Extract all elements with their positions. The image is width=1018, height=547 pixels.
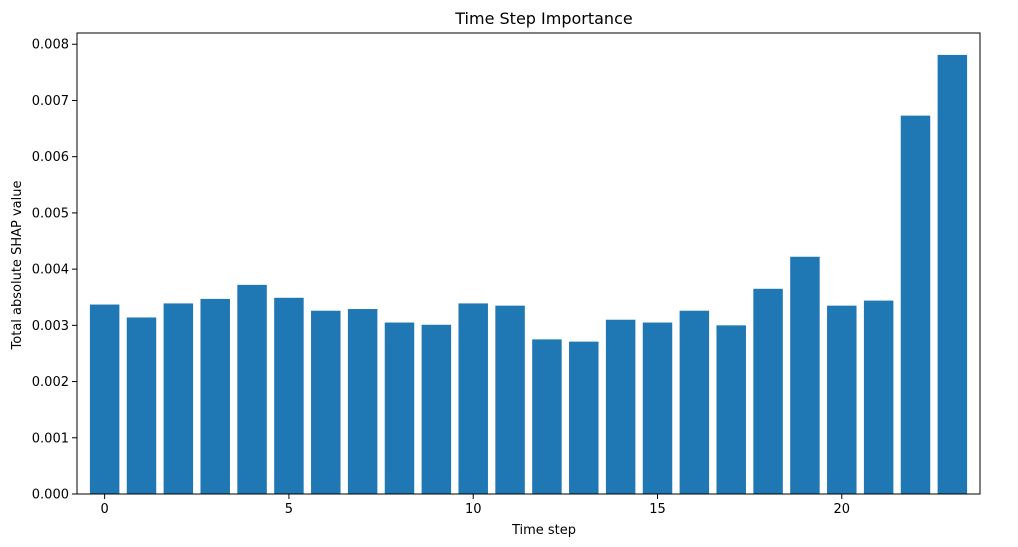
y-tick-label: 0.006	[32, 150, 69, 165]
bar-timestep-1	[126, 317, 157, 494]
y-tick-label: 0.000	[32, 488, 69, 503]
x-tick-label: 5	[285, 502, 293, 517]
y-tick-label: 0.007	[32, 94, 69, 109]
bar-timestep-9	[421, 324, 452, 494]
bar-timestep-17	[716, 325, 746, 494]
bar-timestep-5	[274, 297, 304, 494]
bar-timestep-16	[679, 310, 710, 494]
y-tick-label: 0.001	[32, 431, 69, 446]
y-axis-ticks: 0.000 0.001 0.002 0.003 0.004 0.005 0.006 0.007…	[32, 38, 77, 503]
bar-timestep-10	[458, 303, 488, 494]
y-axis-label: Total absolute SHAP value	[10, 181, 25, 351]
bar-timestep-12	[532, 339, 562, 494]
bar-timestep-19	[790, 256, 820, 494]
y-tick-label: 0.004	[32, 263, 69, 278]
bar-timestep-20	[827, 305, 857, 494]
x-tick-label: 10	[465, 502, 482, 517]
bar-timestep-0	[89, 304, 120, 494]
bar-timestep-15	[642, 322, 673, 494]
bar-timestep-14	[605, 319, 636, 494]
x-axis-ticks: 0 5 10 15 20	[101, 494, 851, 517]
plot-frame	[76, 32, 981, 495]
bar-timestep-4	[237, 284, 267, 494]
bar-timestep-3	[200, 298, 230, 494]
bar-timestep-2	[163, 303, 194, 494]
y-tick-label: 0.005	[32, 206, 69, 221]
x-tick-label: 0	[101, 502, 109, 517]
bar-timestep-18	[753, 288, 783, 494]
x-tick-label: 15	[649, 502, 666, 517]
bar-timestep-23	[937, 54, 968, 495]
y-tick-label: 0.002	[32, 375, 69, 390]
x-tick-label: 20	[834, 502, 851, 517]
chart-title: Time Step Importance	[454, 9, 632, 28]
y-tick-label: 0.008	[32, 38, 69, 53]
bar-timestep-11	[495, 305, 525, 494]
bar-timestep-21	[863, 300, 894, 494]
bar-timestep-7	[347, 309, 378, 494]
bars-group	[89, 54, 968, 495]
y-tick-label: 0.003	[32, 319, 69, 334]
bar-timestep-13	[569, 341, 599, 494]
x-axis-label: Time step	[511, 523, 576, 538]
bar-timestep-8	[384, 322, 415, 494]
bar-timestep-22	[900, 115, 931, 494]
bar-timestep-6	[311, 310, 341, 494]
